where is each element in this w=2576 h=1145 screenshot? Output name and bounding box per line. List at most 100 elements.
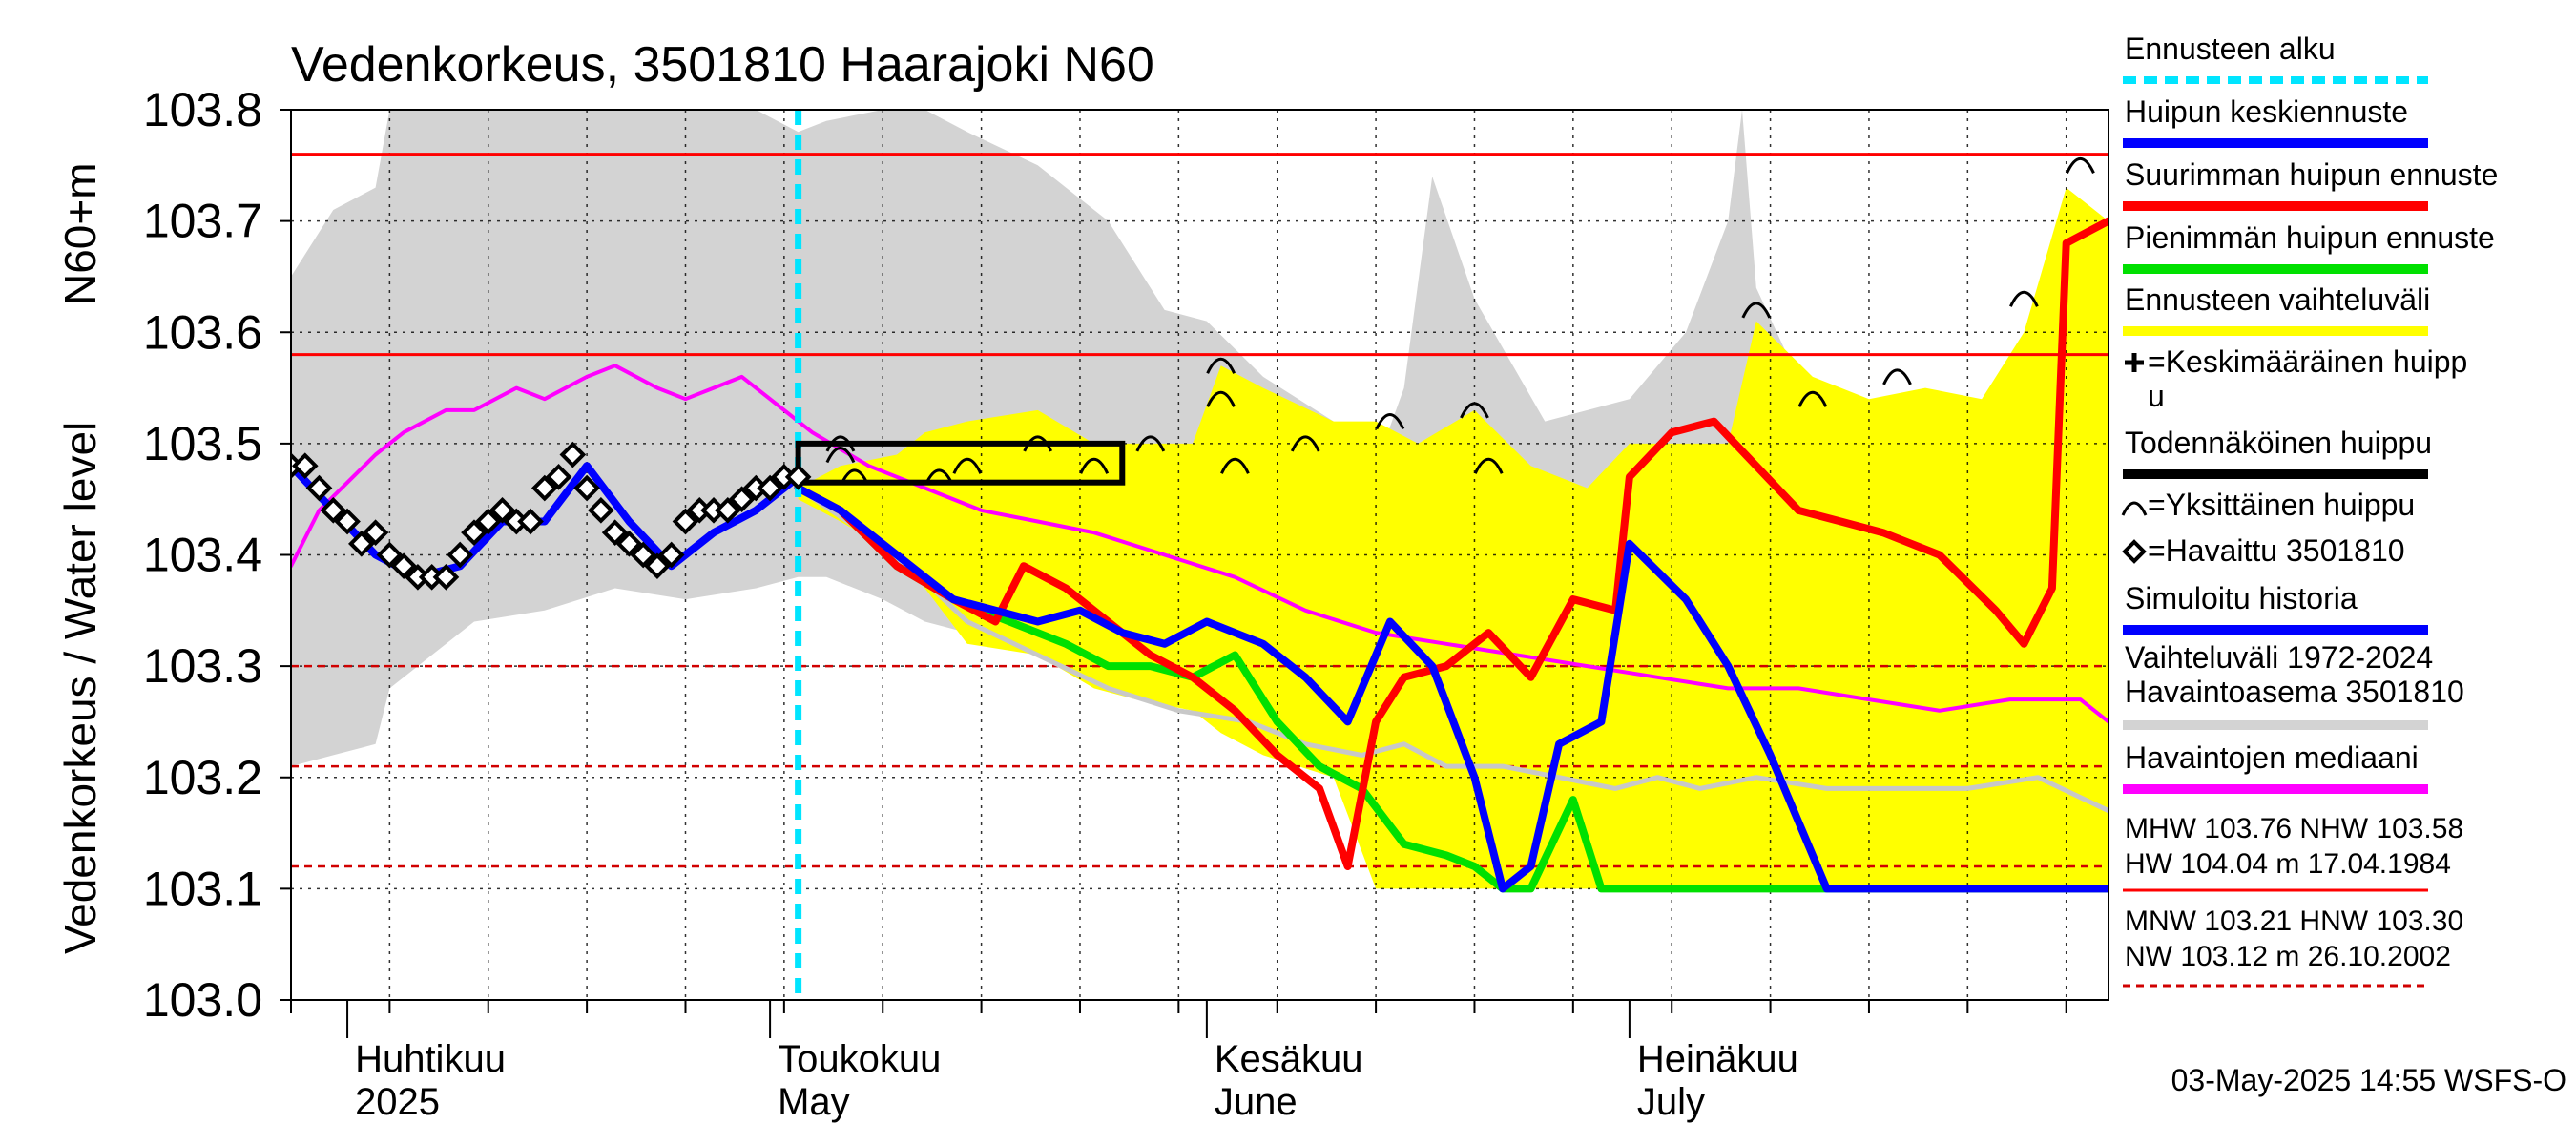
- observed-point: [432, 563, 460, 591]
- observed-point: [757, 474, 783, 502]
- forecast-range-band: [798, 187, 2109, 889]
- x-month-sublabel: July: [1637, 1081, 1705, 1123]
- legend-label: Todennäköinen huippu: [2125, 426, 2432, 460]
- x-month-label: Kesäkuu: [1215, 1038, 1363, 1080]
- peak-mark: [1473, 457, 1504, 474]
- observed-point: [601, 519, 629, 547]
- observed-point: [447, 541, 474, 569]
- legend: Ennusteen alku Huipun keskiennuste Suurimm…: [2121, 31, 2498, 988]
- observed-point: [461, 519, 488, 547]
- y-tick-label: 103.5: [143, 417, 262, 470]
- observed-point: [291, 452, 319, 480]
- x-month-label: Toukokuu: [778, 1038, 941, 1080]
- timestamp-label: 03-May-2025 14:55 WSFS-O: [2171, 1063, 2566, 1097]
- peak-mark: [825, 435, 856, 452]
- observed-point: [348, 531, 375, 557]
- legend-item-11: Vaihteluväli 1972-2024 Havaintoasema 350…: [2123, 640, 2464, 730]
- plot-content: [291, 110, 2109, 1000]
- legend-label: Havaintojen mediaani: [2125, 740, 2419, 775]
- y-axis-label: Vedenkorkeus / Water level: [55, 422, 105, 954]
- grid: [291, 110, 2109, 1000]
- legend-item-1: Ennusteen alku: [2123, 31, 2428, 84]
- legend-label: Ennusteen alku: [2125, 31, 2336, 66]
- peak-mark: [1206, 390, 1236, 407]
- observed-point: [630, 541, 657, 569]
- peak-mark: [1079, 457, 1110, 474]
- legend-item-12: Havaintojen mediaani: [2123, 740, 2428, 794]
- legend-label: Simuloitu historia: [2125, 581, 2358, 615]
- observed-point: [320, 497, 347, 524]
- x-month-label: Heinäkuu: [1637, 1038, 1798, 1080]
- y-tick-label: 103.7: [143, 195, 262, 248]
- observed-point: [305, 474, 333, 502]
- legend-label-cont: Havaintoasema 3501810: [2125, 675, 2464, 709]
- peak-mark: [924, 468, 954, 486]
- legend-label: Ennusteen vaihteluväli: [2125, 282, 2430, 317]
- legend-label: Suurimman huipun ennuste: [2125, 157, 2498, 192]
- observed-point: [615, 531, 643, 557]
- legend-item-6: =Keskimääräinen huippu: [2125, 344, 2467, 413]
- mean-peak-forecast-line: [794, 484, 2109, 893]
- stats-low-line-1: MNW 103.21 HNW 103.30: [2125, 906, 2463, 937]
- y-tick-label: 103.4: [143, 529, 262, 582]
- y-tick-label: 103.0: [143, 973, 262, 1027]
- y-tick-label: 103.3: [143, 639, 262, 693]
- observed-point: [784, 464, 812, 490]
- stats-high-line-2: HW 104.04 m 17.04.1984: [2125, 848, 2451, 880]
- peak-mark: [1023, 435, 1053, 452]
- peak-mark: [1741, 302, 1772, 319]
- peak-mark: [1290, 435, 1320, 452]
- observed-point: [517, 508, 544, 535]
- observed-point: [728, 486, 756, 513]
- observed-point: [530, 474, 558, 502]
- legend-label: Pienimmän huipun ennuste: [2125, 220, 2495, 255]
- observed-point: [362, 519, 389, 547]
- legend-item-3: Suurimman huipun ennuste: [2123, 157, 2498, 211]
- peak-mark: [1460, 402, 1489, 419]
- x-month-sublabel: May: [778, 1081, 850, 1123]
- plot-area: [291, 110, 2109, 1000]
- axes: 103.0 103.1 103.2 103.3 103.4 103.5 103.6 103.7…: [143, 83, 2109, 1123]
- y-tick-label: 103.2: [143, 751, 262, 804]
- stats-high-line-1: MHW 103.76 NHW 103.58: [2125, 813, 2463, 844]
- stats-low-line-2: NW 103.12 m 26.10.2002: [2125, 941, 2451, 972]
- observed-point: [334, 508, 361, 535]
- peak-mark: [1206, 357, 1236, 374]
- observed-point: [474, 508, 502, 535]
- observed-point: [376, 541, 404, 569]
- station-line: [796, 486, 2109, 814]
- peak-mark: [1375, 413, 1405, 430]
- y-axis-unit: N60+m: [55, 162, 105, 305]
- simulated-history-line: [291, 462, 802, 581]
- observed-point: [657, 541, 685, 569]
- observed-point: [672, 508, 699, 535]
- legend-item-10: Simuloitu historia: [2123, 581, 2428, 635]
- peak-mark: [825, 447, 856, 464]
- observed-point: [390, 552, 417, 579]
- legend-arc-symbol: [2121, 501, 2148, 516]
- y-tick-label: 103.8: [143, 83, 262, 136]
- legend-plus-symbol: [2125, 353, 2144, 372]
- x-month-sublabel: 2025: [355, 1081, 440, 1123]
- peak-mark: [1135, 435, 1166, 452]
- legend-item-9: =Havaittu 3501810: [2122, 533, 2405, 568]
- peak-mark: [1797, 390, 1828, 407]
- observed-point: [714, 497, 741, 524]
- observed-point: [588, 497, 614, 524]
- legend-label-cont: u: [2148, 379, 2165, 413]
- legend-item-8: =Yksittäinen huippu: [2121, 488, 2415, 522]
- legend-diamond-symbol: [2122, 539, 2147, 564]
- legend-label: =Yksittäinen huippu: [2148, 488, 2415, 522]
- x-month-label: Huhtikuu: [355, 1038, 506, 1080]
- y-tick-label: 103.6: [143, 305, 262, 359]
- max-peak-forecast-line: [794, 217, 2109, 870]
- probable-peak-box: [795, 440, 1126, 486]
- peak-mark: [840, 468, 870, 486]
- legend-label: Huipun keskiennuste: [2125, 94, 2408, 129]
- observed-point: [559, 441, 587, 468]
- legend-item-5: Ennusteen vaihteluväli: [2123, 282, 2430, 336]
- x-month-sublabel: June: [1215, 1081, 1298, 1123]
- observed-point: [488, 497, 516, 524]
- peak-mark: [2009, 290, 2039, 307]
